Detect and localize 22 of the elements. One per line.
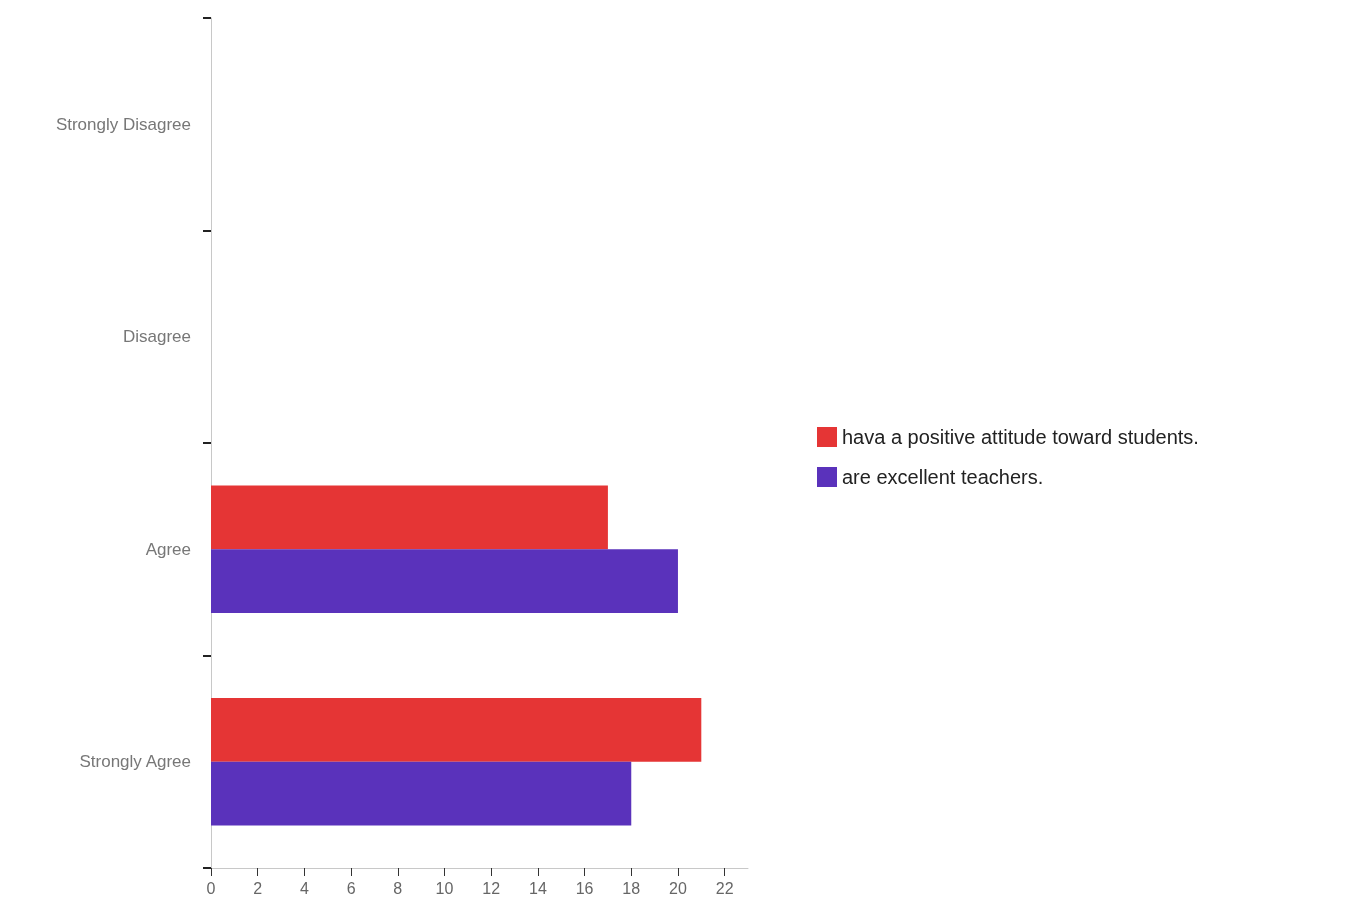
y-tick-label: Strongly Agree: [79, 752, 191, 772]
x-tick-label: 4: [299, 879, 309, 897]
x-tick-label: 2: [253, 879, 263, 897]
x-tick-label: 10: [435, 879, 454, 897]
y-tick-label: Agree: [145, 539, 191, 559]
bar: [211, 485, 608, 550]
x-tick-label: 8: [393, 879, 403, 897]
x-tick-label: 20: [669, 879, 687, 897]
x-tick-label: 22: [715, 879, 734, 897]
bar: [211, 698, 702, 762]
bar: [211, 761, 632, 826]
x-tick-label: 6: [346, 879, 356, 897]
y-tick-label: Strongly Disagree: [55, 114, 191, 134]
x-tick-label: 0: [206, 879, 216, 897]
x-tick-label: 14: [528, 879, 547, 897]
x-tick-label: 18: [622, 879, 641, 897]
legend-label: hava a positive attitude toward students.: [842, 426, 1199, 448]
y-tick-label: Disagree: [122, 327, 191, 347]
legend-label: are excellent teachers.: [842, 466, 1044, 488]
x-tick-label: 16: [575, 879, 594, 897]
x-tick-label: 12: [482, 879, 501, 897]
bar: [211, 549, 678, 613]
